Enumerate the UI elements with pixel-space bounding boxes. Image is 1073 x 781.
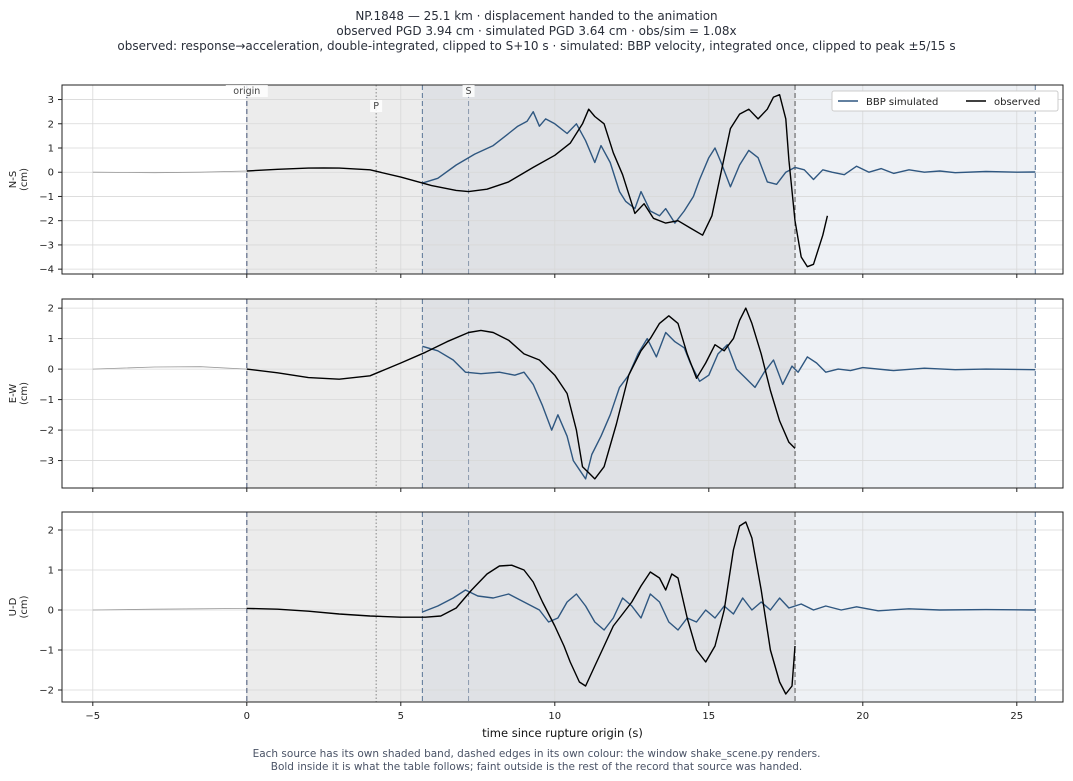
- y-tick-label: 0: [48, 606, 54, 617]
- x-tick-label: 20: [856, 711, 869, 722]
- observed-trace: [246, 94, 829, 268]
- marker-label-box: [462, 85, 475, 97]
- overlap-window-band: [422, 512, 796, 702]
- observed-trace: [246, 521, 796, 695]
- x-tick-label: 15: [702, 711, 715, 722]
- observed-faint-trace: [92, 608, 247, 611]
- x-axis-label: time since rupture origin (s): [482, 726, 643, 740]
- y-axis-label: (cm): [19, 595, 30, 618]
- observed-trace: [246, 307, 796, 480]
- panel-frame: [61, 298, 1064, 489]
- x-tick-label: 5: [398, 711, 404, 722]
- panel-3: −2 −1 0 1 2 U-D (cm) −5 0 5 10 15 20 25 time since rup…: [8, 511, 1064, 740]
- y-tick-label: −4: [39, 265, 54, 276]
- y-tick-label: 0: [48, 365, 54, 376]
- observed-faint-trace: [92, 170, 247, 174]
- y-tick-label: 1: [48, 144, 54, 155]
- panel-2: −3 −2 −1 0 1 2 E-W (cm): [8, 298, 1064, 492]
- y-tick-label: −2: [39, 686, 54, 697]
- y-tick-label: 2: [48, 119, 54, 130]
- overlap-window-band: [422, 299, 796, 488]
- y-axis-label: U-D: [8, 597, 19, 616]
- figure-title-line-2: observed PGD 3.94 cm · simulated PGD 3.6…: [336, 24, 737, 38]
- simulated-trace: [422, 589, 1036, 631]
- y-axis-label: (cm): [19, 168, 30, 191]
- legend-box: [831, 90, 1059, 112]
- x-tick-label: 10: [548, 711, 561, 722]
- simulated-trace: [422, 111, 1036, 224]
- y-axis-label: (cm): [19, 382, 30, 405]
- y-axis-label: N-S: [8, 171, 19, 188]
- footnote-line-2: Bold inside it is what the table follows…: [270, 761, 803, 773]
- marker-label-origin: origin: [233, 86, 260, 97]
- observed-faint-trace: [92, 366, 247, 370]
- footnote-line-1: Each source has its own shaded band, das…: [252, 748, 821, 760]
- overlap-window-band: [422, 85, 796, 274]
- y-tick-label: −2: [39, 426, 54, 437]
- x-tick-label: 25: [1010, 711, 1023, 722]
- y-tick-label: 1: [48, 334, 54, 345]
- marker-label-box: [225, 85, 268, 97]
- y-axis-label: E-W: [8, 384, 19, 404]
- figure-title-line-3: observed: response→acceleration, double-…: [117, 39, 956, 53]
- y-tick-label: 2: [48, 304, 54, 315]
- y-tick-label: 3: [48, 95, 54, 106]
- y-tick-label: 2: [48, 526, 54, 537]
- panel-1: −4 −3 −2 −1 0 1 2 3 N-S (cm) origin P S BBP simulated…: [8, 84, 1064, 278]
- legend-label-observed: observed: [994, 97, 1040, 108]
- y-tick-label: −1: [39, 646, 54, 657]
- y-tick-label: 1: [48, 566, 54, 577]
- y-tick-label: −3: [39, 456, 54, 467]
- x-tick-label: −5: [85, 711, 100, 722]
- marker-label-s: S: [466, 86, 472, 97]
- y-tick-label: −3: [39, 240, 54, 251]
- figure-title-line-1: NP.1848 — 25.1 km · displacement handed …: [355, 9, 718, 23]
- panel-frame: [61, 84, 1064, 275]
- legend-label-simulated: BBP simulated: [866, 97, 938, 108]
- y-tick-label: −1: [39, 192, 54, 203]
- simulated-trace: [422, 331, 1036, 480]
- y-tick-label: −2: [39, 216, 54, 227]
- y-tick-label: −1: [39, 395, 54, 406]
- marker-label-box: [370, 100, 383, 112]
- panel-frame: [61, 511, 1064, 703]
- marker-label-p: P: [373, 101, 379, 112]
- x-tick-label: 0: [244, 711, 250, 722]
- y-tick-label: 0: [48, 168, 54, 179]
